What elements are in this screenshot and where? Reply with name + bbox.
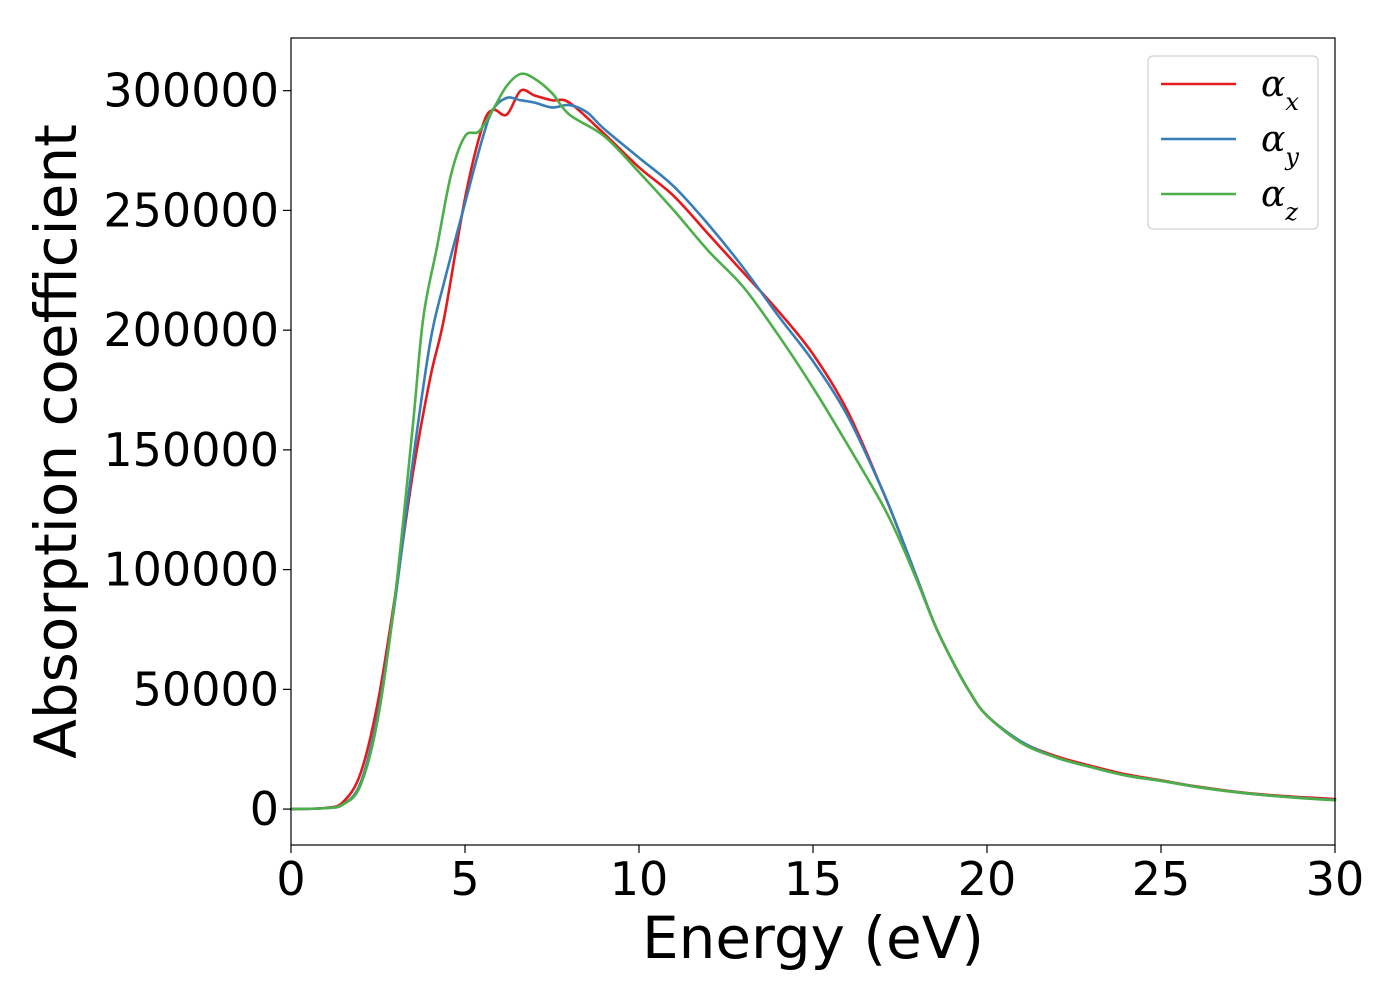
- x-tick-label: 5: [450, 852, 479, 906]
- y-axis-title: Absorption coefficient: [22, 124, 90, 759]
- x-tick-label: 0: [276, 852, 305, 906]
- x-axis: 0 5 10 15 20 25 30: [276, 845, 1364, 906]
- y-tick-label: 250000: [103, 183, 279, 237]
- y-tick-label: 50000: [133, 662, 279, 716]
- series-layer: [289, 72, 1337, 811]
- y-tick-label: 200000: [103, 303, 279, 357]
- x-tick-label: 15: [784, 852, 843, 906]
- x-tick-label: 10: [610, 852, 669, 906]
- y-tick-label: 300000: [103, 64, 279, 118]
- x-axis-title: Energy (eV): [642, 904, 984, 972]
- y-tick-label: 100000: [103, 543, 279, 597]
- y-tick-label: 0: [250, 782, 279, 836]
- y-tick-label: 150000: [103, 423, 279, 477]
- series-line-alpha-z: [289, 72, 1337, 811]
- x-tick-label: 20: [958, 852, 1017, 906]
- y-axis: 0 50000 100000 150000 200000 250000 300000: [103, 64, 291, 836]
- legend-entry-alpha-x: αx: [1261, 64, 1299, 116]
- x-tick-label: 30: [1306, 852, 1365, 906]
- legend-box: [1147, 55, 1319, 230]
- legend-entry-alpha-y: αy: [1261, 119, 1299, 171]
- x-tick-label: 25: [1132, 852, 1191, 906]
- legend-entry-alpha-z: αz: [1261, 174, 1298, 226]
